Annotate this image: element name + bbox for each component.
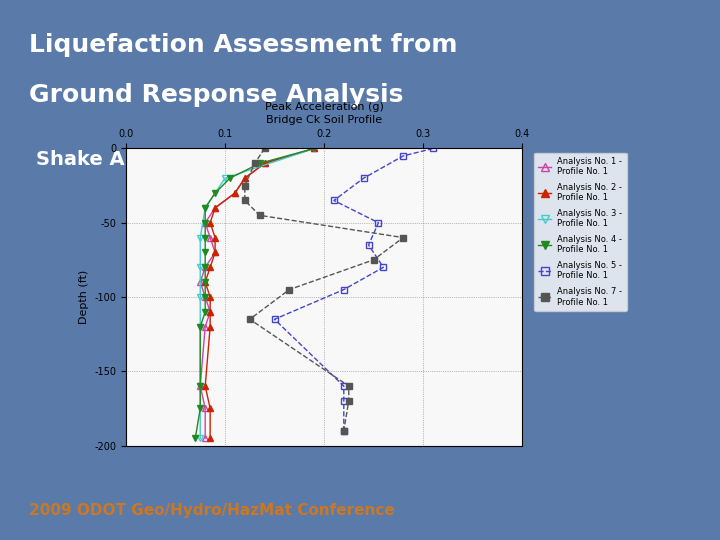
Y-axis label: Depth (ft): Depth (ft) bbox=[78, 270, 89, 324]
Text: Liquefaction Assessment from: Liquefaction Assessment from bbox=[29, 33, 457, 57]
X-axis label: Bridge Ck Soil Profile: Bridge Ck Soil Profile bbox=[266, 115, 382, 125]
Title: Peak Acceleration (g): Peak Acceleration (g) bbox=[264, 102, 384, 112]
Text: Ground Response Analysis: Ground Response Analysis bbox=[29, 83, 403, 107]
Legend: Analysis No. 1 -
Profile No. 1, Analysis No. 2 -
Profile No. 1, Analysis No. 3 -: Analysis No. 1 - Profile No. 1, Analysis… bbox=[534, 153, 626, 310]
Text: Shake Analysis; Peak Acceleration: Shake Analysis; Peak Acceleration bbox=[36, 150, 413, 169]
Text: 2009 ODOT Geo/Hydro/HazMat Conference: 2009 ODOT Geo/Hydro/HazMat Conference bbox=[29, 503, 395, 518]
